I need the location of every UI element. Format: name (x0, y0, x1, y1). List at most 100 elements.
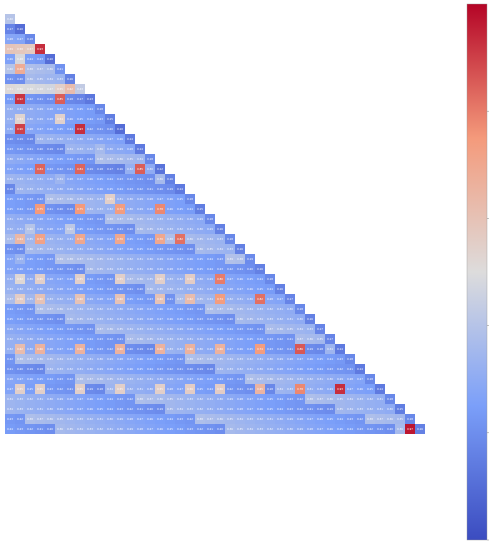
heatmap-cell-value: 0.27 (147, 427, 153, 431)
heatmap-cell (145, 404, 155, 414)
heatmap-cell-value: 0.24 (337, 417, 343, 421)
heatmap-cell (195, 234, 205, 244)
heatmap-cell-value: 0.22 (77, 327, 83, 331)
heatmap-cell-value: 0.17 (287, 297, 293, 301)
heatmap-cell-value: 0.30 (47, 407, 53, 411)
heatmap-cell-value: 0.80 (217, 277, 223, 281)
heatmap-cell-value: 0.37 (197, 357, 203, 361)
heatmap-cell (205, 234, 215, 244)
heatmap-cell-value: 0.16 (257, 267, 263, 271)
heatmap-cell-value: 0.29 (97, 247, 103, 251)
heatmap-cell-value: 0.21 (377, 427, 383, 431)
heatmap-cell-value: 0.21 (237, 387, 243, 391)
heatmap-cell-value: 0.28 (7, 377, 13, 381)
heatmap-cell-value: 0.24 (87, 347, 93, 351)
heatmap-cell-value: 0.20 (57, 317, 63, 321)
heatmap-cell (175, 414, 185, 424)
heatmap-cell-value: 0.25 (247, 347, 253, 351)
heatmap-cell (95, 204, 105, 214)
heatmap-cell (165, 214, 175, 224)
heatmap-cell-value: 0.25 (167, 427, 173, 431)
heatmap-cell-value: 0.25 (157, 417, 163, 421)
heatmap-cell (375, 404, 385, 414)
heatmap-cell (45, 344, 55, 354)
heatmap-cell (295, 404, 305, 414)
heatmap-cell (275, 404, 285, 414)
heatmap-cell (285, 354, 295, 364)
heatmap-cell (25, 64, 35, 74)
heatmap-cell (35, 234, 45, 244)
heatmap-cell (325, 354, 335, 364)
heatmap-cell-value: 0.19 (17, 137, 23, 141)
heatmap-cell-value: 0.32 (7, 107, 13, 111)
heatmap-cell (85, 234, 95, 244)
heatmap-cell-value: 0.29 (37, 107, 43, 111)
heatmap-cell-value: 0.31 (47, 187, 53, 191)
heatmap-cell (285, 344, 295, 354)
heatmap-cell (355, 414, 365, 424)
heatmap-cell (275, 384, 285, 394)
heatmap-cell (45, 184, 55, 194)
heatmap-cell-value: 0.24 (67, 157, 73, 161)
heatmap-cell (65, 144, 75, 154)
heatmap-cell-value: 0.30 (17, 217, 23, 221)
heatmap-cell (105, 114, 115, 124)
heatmap-cell-value: 0.38 (47, 197, 53, 201)
heatmap-cell-value: 0.36 (327, 397, 333, 401)
heatmap-cell (95, 124, 105, 134)
heatmap-cell-value: 0.36 (97, 147, 103, 151)
heatmap-cell (145, 234, 155, 244)
heatmap-cell (275, 304, 285, 314)
heatmap-cell-value: 0.38 (237, 257, 243, 261)
heatmap-cell (35, 204, 45, 214)
heatmap-cell (295, 424, 305, 434)
heatmap-cell (35, 164, 45, 174)
heatmap-cell (85, 124, 95, 134)
heatmap-cell-value: 0.24 (57, 327, 63, 331)
heatmap-cell (135, 264, 145, 274)
heatmap-cell (185, 404, 195, 414)
heatmap-cell (55, 414, 65, 424)
heatmap-cell (85, 364, 95, 374)
heatmap-cell-value: 0.23 (17, 307, 23, 311)
heatmap-cell (75, 194, 85, 204)
heatmap-cell (35, 274, 45, 284)
heatmap-cell (45, 254, 55, 264)
heatmap-cell (155, 414, 165, 424)
heatmap-cell-value: 0.30 (297, 317, 303, 321)
heatmap-cell-value: 0.33 (87, 307, 93, 311)
heatmap-cell-value: 0.30 (27, 117, 33, 121)
heatmap-cell-value: 0.21 (27, 147, 33, 151)
heatmap-cell (95, 414, 105, 424)
heatmap-cell (5, 354, 15, 364)
heatmap-cell (35, 214, 45, 224)
heatmap-cell-value: 0.25 (27, 257, 33, 261)
heatmap-cell (155, 304, 165, 314)
heatmap-cell-value: 0.28 (237, 397, 243, 401)
heatmap-cell-value: 0.27 (177, 257, 183, 261)
heatmap-cell (235, 364, 245, 374)
heatmap-cell-value: 0.24 (147, 367, 153, 371)
heatmap-cell-value: 0.24 (17, 317, 23, 321)
heatmap-cell (305, 384, 315, 394)
heatmap-cell-value: 0.30 (27, 337, 33, 341)
heatmap-cell-value: 0.34 (167, 287, 173, 291)
heatmap-cell (285, 324, 295, 334)
heatmap-cell-value: 0.35 (147, 227, 153, 231)
heatmap-cell-value: 0.24 (137, 237, 143, 241)
heatmap-cell (65, 114, 75, 124)
heatmap-cell-value: 0.24 (17, 207, 23, 211)
heatmap-cell-value: 0.22 (297, 407, 303, 411)
heatmap-cell-value: 0.21 (137, 177, 143, 181)
heatmap-cell (305, 334, 315, 344)
heatmap-cell (145, 334, 155, 344)
heatmap-cell-value: 0.30 (87, 247, 93, 251)
heatmap-cell-value: 0.19 (307, 347, 313, 351)
heatmap-cell (175, 364, 185, 374)
heatmap-cell (85, 324, 95, 334)
heatmap-cell-value: 0.24 (87, 277, 93, 281)
heatmap-cell-value: 0.26 (117, 137, 123, 141)
heatmap-cell (115, 184, 125, 194)
heatmap-cell (285, 414, 295, 424)
heatmap-cell (255, 354, 265, 364)
